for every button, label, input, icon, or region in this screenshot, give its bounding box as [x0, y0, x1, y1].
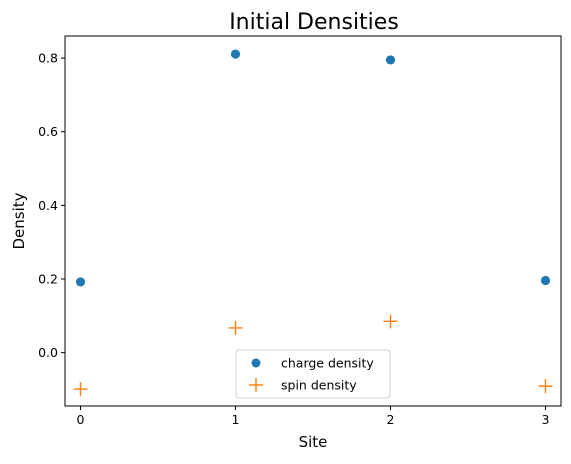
axes-frame: [64, 35, 562, 407]
x-axis: 0 1 2 3: [77, 406, 550, 427]
spin-density-point: [228, 320, 243, 335]
spin-density-point: [383, 314, 398, 329]
chart-title: Initial Densities: [229, 10, 399, 35]
y-tick-label: 0.2: [38, 271, 58, 286]
y-axis-label: Density: [10, 192, 28, 249]
legend-marker-spin-density: [249, 378, 263, 392]
legend-box: [235, 349, 391, 399]
charge-density-point: [385, 55, 396, 65]
plot-area: [73, 49, 553, 397]
x-tick-label: 3: [542, 412, 550, 427]
charge-density-point: [75, 277, 86, 287]
x-tick-label: 2: [387, 412, 395, 427]
x-axis-label: Site: [299, 433, 328, 451]
spin-density-point: [538, 379, 553, 394]
spin-density-point: [73, 382, 88, 397]
legend: charge density spin density: [235, 349, 391, 399]
x-tick-label: 0: [77, 412, 85, 427]
y-tick-label: 0.8: [38, 51, 58, 66]
y-axis: 0.0 0.2 0.4 0.6 0.8: [38, 51, 65, 360]
legend-label-charge-density: charge density: [281, 356, 374, 371]
y-tick-label: 0.4: [38, 198, 58, 213]
charge-density-point: [230, 49, 241, 59]
charge-density-point: [540, 275, 551, 286]
legend-label-spin-density: spin density: [281, 378, 357, 393]
y-tick-label: 0.0: [38, 345, 58, 360]
x-tick-label: 1: [232, 412, 240, 427]
legend-marker-charge-density: [251, 358, 261, 368]
y-tick-label: 0.6: [38, 124, 58, 139]
